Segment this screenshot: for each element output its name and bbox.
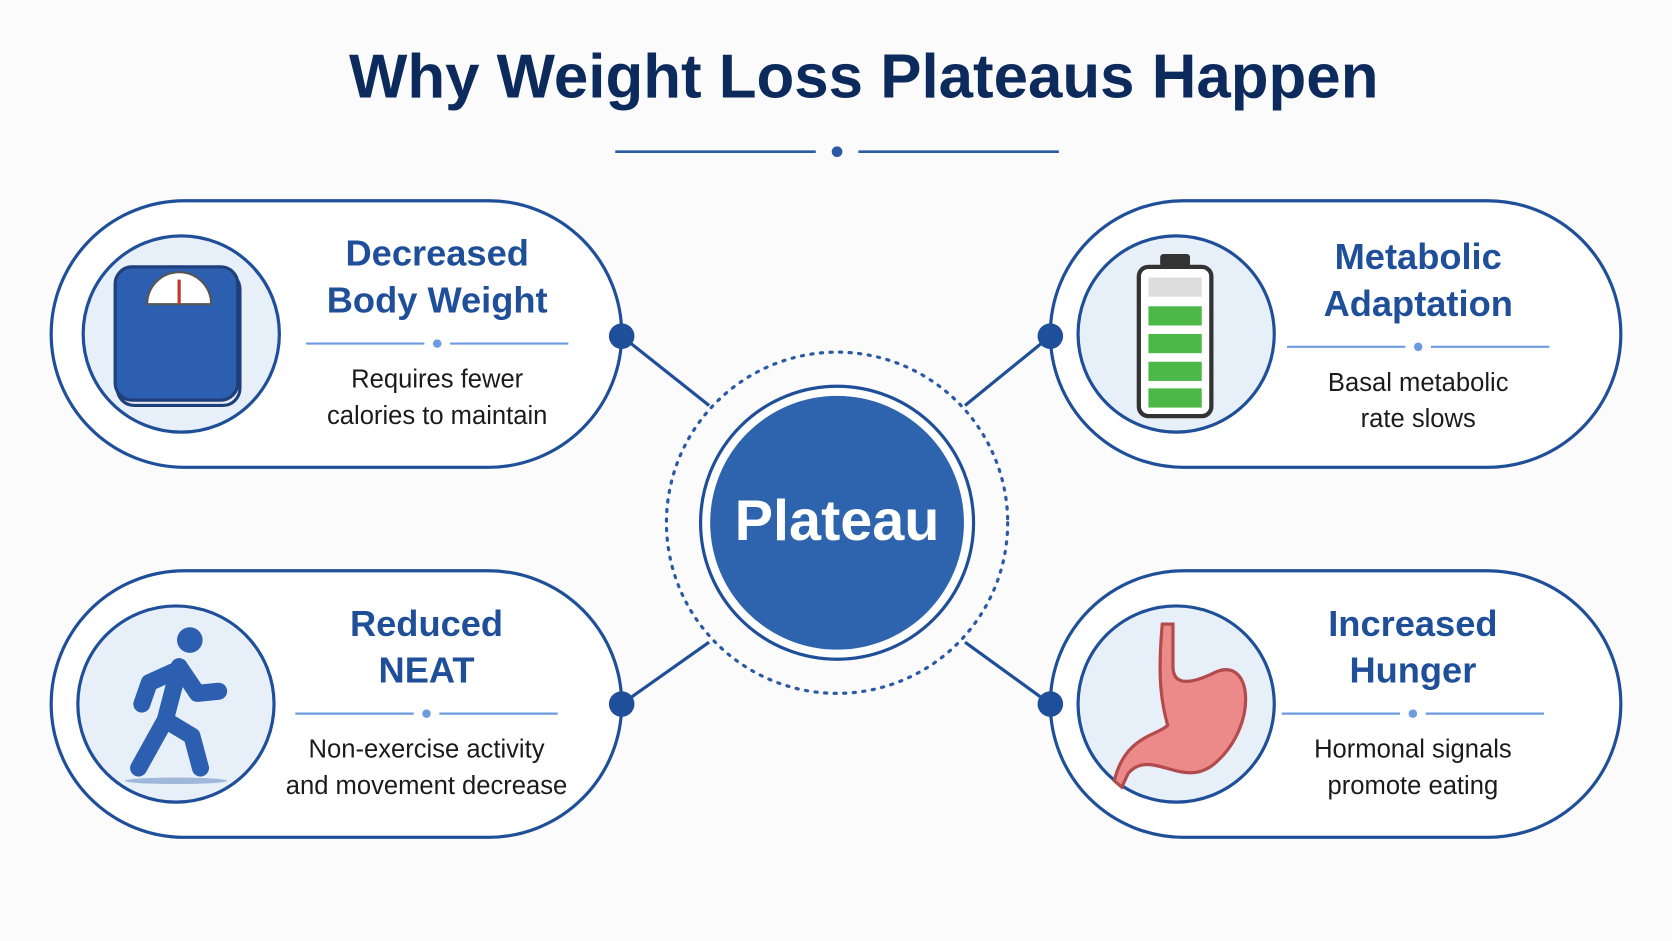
battery-icon xyxy=(1136,254,1214,419)
center-label: Plateau xyxy=(735,489,940,553)
card-description: rate slows xyxy=(1361,405,1476,433)
card-title: Decreased xyxy=(345,233,528,274)
scale-icon xyxy=(113,265,242,408)
card-divider-dot xyxy=(1408,709,1418,718)
card-description: calories to maintain xyxy=(327,402,547,430)
card-description: Non-exercise activity xyxy=(309,736,545,764)
connector-dot xyxy=(608,323,635,349)
card-title: Adaptation xyxy=(1324,283,1513,324)
connector-dot xyxy=(608,691,635,717)
title-divider xyxy=(615,146,1059,157)
stomach-icon xyxy=(1112,622,1248,790)
card-divider-dot xyxy=(422,709,431,718)
card-description: Hormonal signals xyxy=(1314,736,1512,764)
card-title: Metabolic xyxy=(1335,236,1502,277)
walker-icon xyxy=(124,627,228,784)
center-circle xyxy=(710,395,964,650)
dotted-ring xyxy=(664,350,1010,695)
connectors xyxy=(620,334,1052,706)
card-title: Hunger xyxy=(1349,650,1476,691)
page-title: Why Weight Loss Plateaus Happen xyxy=(349,43,1379,112)
card: Increased Hunger Hormonal signals promote e… xyxy=(1037,569,1623,839)
card-divider-dot xyxy=(1413,342,1423,352)
card-title: Body Weight xyxy=(327,280,548,321)
card-description: Requires fewer xyxy=(351,366,523,394)
card-divider-dot xyxy=(432,339,442,348)
card-title: NEAT xyxy=(379,650,475,691)
card: Metabolic Adaptation Basal metabolic rate s… xyxy=(1037,199,1623,469)
card-title: Reduced xyxy=(350,603,503,644)
card-description: and movement decrease xyxy=(286,772,568,800)
card-description: promote eating xyxy=(1328,772,1499,800)
connector-dot xyxy=(1037,323,1064,349)
connector-dot xyxy=(1037,691,1064,717)
card-title: Increased xyxy=(1328,603,1497,644)
card-description: Basal metabolic xyxy=(1328,369,1509,397)
